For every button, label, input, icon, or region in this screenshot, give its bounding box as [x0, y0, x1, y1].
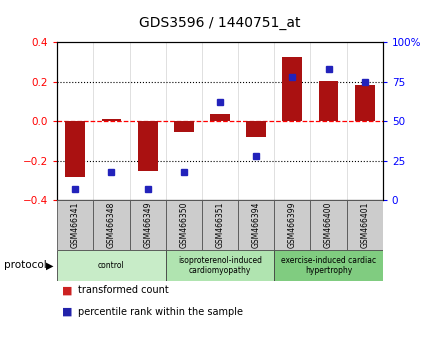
Text: ■: ■	[62, 285, 72, 295]
Bar	[166, 200, 202, 250]
Text: protocol: protocol	[4, 261, 47, 270]
Bar	[166, 250, 274, 281]
Text: GSM466351: GSM466351	[216, 201, 224, 248]
Bar	[238, 200, 274, 250]
Text: transformed count: transformed count	[78, 285, 169, 295]
Bar	[347, 200, 383, 250]
Bar	[274, 200, 311, 250]
Bar	[274, 250, 383, 281]
Text: GSM466341: GSM466341	[71, 201, 80, 248]
Bar	[282, 57, 302, 121]
Text: percentile rank within the sample: percentile rank within the sample	[78, 307, 243, 316]
Bar	[355, 85, 375, 121]
Bar	[319, 81, 338, 121]
Text: GSM466399: GSM466399	[288, 201, 297, 248]
Bar	[93, 200, 129, 250]
Text: ■: ■	[62, 307, 72, 316]
Bar	[174, 121, 194, 132]
Text: GSM466349: GSM466349	[143, 201, 152, 248]
Bar	[102, 119, 121, 121]
Text: exercise-induced cardiac
hypertrophy: exercise-induced cardiac hypertrophy	[281, 256, 376, 275]
Bar	[57, 250, 166, 281]
Bar	[202, 200, 238, 250]
Bar	[138, 121, 158, 171]
Text: isoproterenol-induced
cardiomyopathy: isoproterenol-induced cardiomyopathy	[178, 256, 262, 275]
Text: GSM466350: GSM466350	[180, 201, 188, 248]
Text: GSM466348: GSM466348	[107, 201, 116, 248]
Bar	[311, 200, 347, 250]
Text: GSM466401: GSM466401	[360, 201, 369, 248]
Text: GSM466394: GSM466394	[252, 201, 260, 248]
Text: GSM466400: GSM466400	[324, 201, 333, 248]
Text: ▶: ▶	[46, 261, 54, 270]
Text: GDS3596 / 1440751_at: GDS3596 / 1440751_at	[139, 16, 301, 30]
Bar	[66, 121, 85, 177]
Bar	[57, 200, 93, 250]
Bar	[210, 114, 230, 121]
Text: control: control	[98, 261, 125, 270]
Bar	[246, 121, 266, 137]
Bar	[129, 200, 166, 250]
